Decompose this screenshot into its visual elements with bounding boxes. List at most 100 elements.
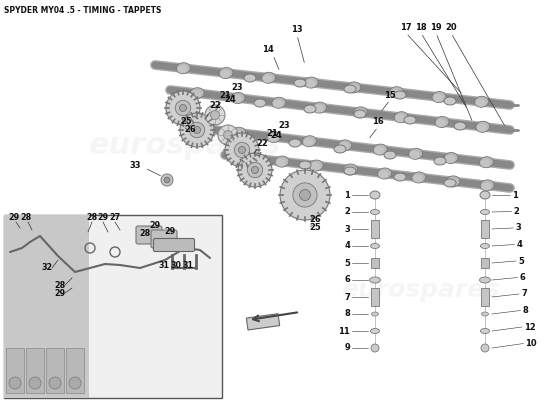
Ellipse shape: [348, 84, 358, 92]
Text: 26: 26: [309, 216, 321, 224]
Circle shape: [69, 377, 81, 389]
Ellipse shape: [273, 100, 283, 108]
Text: 7: 7: [521, 290, 527, 298]
Ellipse shape: [294, 79, 306, 87]
Ellipse shape: [444, 97, 456, 105]
Ellipse shape: [394, 112, 408, 123]
Circle shape: [234, 142, 250, 158]
Text: 8: 8: [522, 306, 528, 315]
Text: 13: 13: [291, 26, 303, 34]
Ellipse shape: [354, 107, 367, 118]
Ellipse shape: [374, 146, 384, 155]
Bar: [481, 220, 489, 238]
FancyBboxPatch shape: [151, 230, 177, 248]
Ellipse shape: [395, 114, 405, 122]
Bar: [371, 220, 379, 238]
Ellipse shape: [412, 172, 426, 183]
Ellipse shape: [477, 124, 487, 132]
Ellipse shape: [232, 127, 246, 138]
Text: 31: 31: [158, 260, 169, 270]
Ellipse shape: [219, 68, 233, 78]
Ellipse shape: [481, 210, 490, 214]
Text: eurospares: eurospares: [89, 130, 282, 160]
Text: 25: 25: [180, 118, 192, 126]
Bar: [4, 215, 222, 398]
Circle shape: [371, 344, 379, 352]
Ellipse shape: [262, 75, 273, 83]
Ellipse shape: [314, 104, 323, 113]
Text: 16: 16: [372, 118, 384, 126]
Text: 22: 22: [256, 138, 268, 148]
Text: 29: 29: [8, 214, 20, 222]
Text: 11: 11: [338, 326, 350, 336]
Text: 12: 12: [524, 322, 536, 332]
Circle shape: [251, 166, 258, 174]
Ellipse shape: [371, 210, 380, 214]
Text: 1: 1: [344, 190, 350, 200]
Ellipse shape: [344, 85, 356, 93]
Ellipse shape: [435, 116, 449, 128]
Text: 5: 5: [344, 258, 350, 268]
Ellipse shape: [268, 134, 278, 142]
Text: 29: 29: [97, 214, 108, 222]
Ellipse shape: [373, 144, 387, 155]
Text: 7: 7: [344, 292, 350, 302]
Ellipse shape: [444, 152, 458, 164]
Ellipse shape: [310, 162, 320, 170]
Circle shape: [239, 146, 245, 154]
Text: 3: 3: [515, 224, 521, 232]
Text: 22: 22: [209, 102, 221, 110]
Ellipse shape: [304, 105, 316, 113]
Ellipse shape: [190, 88, 204, 99]
Ellipse shape: [480, 277, 491, 283]
Text: 21: 21: [266, 128, 278, 138]
FancyBboxPatch shape: [153, 238, 195, 252]
Bar: [481, 288, 489, 306]
Circle shape: [194, 126, 201, 134]
Text: SPYDER MY04 .5 - TIMING - TAPPETS: SPYDER MY04 .5 - TIMING - TAPPETS: [4, 6, 161, 15]
Ellipse shape: [476, 121, 490, 132]
Text: 27: 27: [109, 214, 120, 222]
Circle shape: [189, 122, 205, 138]
Ellipse shape: [394, 173, 406, 181]
Ellipse shape: [454, 122, 466, 130]
Circle shape: [49, 377, 61, 389]
Ellipse shape: [370, 191, 380, 199]
Ellipse shape: [394, 91, 406, 99]
Circle shape: [166, 91, 200, 125]
Text: 6: 6: [344, 276, 350, 284]
Text: 3: 3: [344, 224, 350, 234]
Text: 20: 20: [445, 24, 457, 32]
Ellipse shape: [413, 174, 423, 182]
Ellipse shape: [191, 90, 201, 98]
Text: 21: 21: [219, 92, 231, 100]
Ellipse shape: [262, 72, 276, 83]
Ellipse shape: [304, 77, 318, 88]
Ellipse shape: [178, 65, 188, 73]
Ellipse shape: [378, 168, 392, 179]
Circle shape: [223, 130, 233, 140]
Circle shape: [161, 174, 173, 186]
Ellipse shape: [445, 155, 455, 163]
Text: 23: 23: [278, 120, 290, 130]
Ellipse shape: [339, 142, 349, 150]
Text: 1: 1: [512, 190, 518, 200]
Ellipse shape: [480, 191, 490, 199]
Circle shape: [211, 110, 219, 120]
Ellipse shape: [433, 94, 443, 102]
Ellipse shape: [304, 138, 313, 146]
Ellipse shape: [480, 157, 493, 168]
Bar: [46, 348, 64, 393]
Text: 25: 25: [309, 224, 321, 232]
Ellipse shape: [371, 312, 378, 316]
Ellipse shape: [481, 328, 490, 334]
Ellipse shape: [347, 82, 361, 93]
Bar: [66, 348, 84, 393]
Text: 28: 28: [86, 214, 98, 222]
Ellipse shape: [444, 179, 456, 187]
Ellipse shape: [481, 244, 490, 248]
Ellipse shape: [344, 166, 354, 174]
Ellipse shape: [480, 180, 494, 191]
Ellipse shape: [305, 80, 315, 88]
Ellipse shape: [370, 277, 381, 283]
